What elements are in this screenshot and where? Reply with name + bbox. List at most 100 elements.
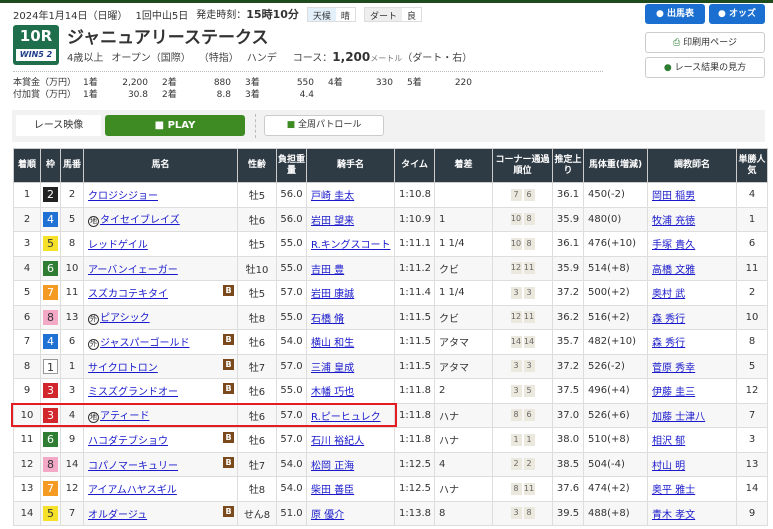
- horse-link[interactable]: サイクロトロン: [88, 362, 158, 374]
- horse-link[interactable]: タイセイブレイズ: [100, 215, 180, 227]
- jockey-link[interactable]: 松岡 正海: [311, 460, 355, 472]
- prize-amount: 4.4: [299, 90, 314, 100]
- popularity: 2: [736, 280, 768, 306]
- popularity: 13: [736, 451, 768, 477]
- odds-button[interactable]: ● オッズ: [709, 4, 765, 24]
- play-button[interactable]: ■ PLAY: [105, 115, 245, 136]
- horse-link[interactable]: アティード: [100, 411, 150, 423]
- jockey-link[interactable]: R.ピーヒュレク: [311, 411, 381, 423]
- prize-place: 1着: [83, 90, 98, 100]
- last-3f: 38.5: [552, 451, 584, 477]
- jockey-link[interactable]: 柴田 善臣: [311, 485, 355, 497]
- horse-link[interactable]: アーバンイェーガー: [88, 264, 178, 276]
- body-weight: 516(+2): [583, 304, 648, 330]
- jockey-link[interactable]: 岩田 望来: [311, 215, 355, 227]
- trainer-link[interactable]: 奥平 雅士: [652, 485, 696, 497]
- trainer-link[interactable]: 加藤 士津八: [652, 411, 706, 423]
- horse-link[interactable]: ジャスパーゴールド: [100, 337, 190, 349]
- horse-link[interactable]: オルダージュ: [88, 509, 148, 521]
- trainer-link[interactable]: 相沢 郁: [652, 436, 686, 448]
- jockey-link[interactable]: 吉田 豊: [311, 264, 345, 276]
- body-weight: 500(+2): [583, 280, 648, 306]
- sex-age: せん8: [237, 500, 277, 526]
- finish-time: 1:11.5: [394, 353, 435, 379]
- weight-carried: 57.0: [276, 280, 307, 306]
- patrol-button[interactable]: ■ 全周パトロール: [264, 115, 384, 136]
- top-bar: [0, 0, 773, 3]
- track-chip: ダート良: [363, 6, 422, 22]
- sex-age: 牡5: [237, 280, 277, 306]
- horse-cell: ミスズグランドオー B: [83, 378, 238, 404]
- trainer-link[interactable]: 菅原 秀幸: [652, 362, 696, 374]
- jockey-link[interactable]: 木幡 巧也: [311, 387, 355, 399]
- blinker-icon: B: [223, 383, 234, 395]
- jockey-link[interactable]: 横山 和生: [311, 338, 355, 350]
- popularity: 4: [736, 182, 768, 208]
- body-weight: 488(+8): [583, 500, 648, 526]
- trainer-link[interactable]: 村山 明: [652, 460, 686, 472]
- distance: 1,200: [332, 50, 371, 64]
- horse-link[interactable]: ハコダテブショウ: [88, 436, 168, 448]
- jockey-link[interactable]: 石川 裕紀人: [311, 436, 365, 448]
- trainer-link[interactable]: 青木 孝文: [652, 509, 696, 521]
- jockey-link[interactable]: 戸崎 圭太: [311, 191, 355, 203]
- frame-cell: 8: [40, 304, 61, 330]
- print-button[interactable]: ⎙ 印刷用ページ: [645, 32, 765, 53]
- trainer-link[interactable]: 伊藤 圭三: [652, 387, 696, 399]
- trainer-link[interactable]: 高橋 文雅: [652, 264, 696, 276]
- horse-link[interactable]: レッドゲイル: [88, 240, 148, 252]
- divider: [13, 71, 603, 72]
- finish-position: 9: [13, 378, 41, 404]
- jockey-link[interactable]: 岩田 康誠: [311, 289, 355, 301]
- horse-link[interactable]: スズカコテキタイ: [88, 289, 168, 301]
- shutuba-button[interactable]: ● 出馬表: [645, 4, 705, 24]
- finish-position: 14: [13, 500, 41, 526]
- trainer-link[interactable]: 牧浦 充徳: [652, 215, 696, 227]
- finish-position: 13: [13, 476, 41, 502]
- jockey-cell: 石川 裕紀人: [306, 427, 395, 453]
- trainer-link[interactable]: 岡田 稲男: [652, 191, 696, 203]
- popularity: 8: [736, 329, 768, 355]
- horse-number: 3: [60, 378, 84, 404]
- jockey-cell: 三浦 皇成: [306, 353, 395, 379]
- play-label: PLAY: [167, 120, 196, 131]
- jockey-link[interactable]: 三浦 皇成: [311, 362, 355, 374]
- jockey-link[interactable]: 石橋 脩: [311, 313, 345, 325]
- trainer-link[interactable]: 森 秀行: [652, 313, 686, 325]
- weight-carried: 57.0: [276, 353, 307, 379]
- last-3f: 37.2: [552, 280, 584, 306]
- trainer-link[interactable]: 手塚 貴久: [652, 240, 696, 252]
- horse-link[interactable]: ピアシック: [100, 313, 150, 325]
- frame-cell: 7: [40, 476, 61, 502]
- sex-age: 牡5: [237, 182, 277, 208]
- horse-link[interactable]: クロジシジョー: [88, 191, 158, 203]
- last-3f: 37.2: [552, 353, 584, 379]
- column-header: 枠: [40, 148, 61, 183]
- weight-carried: 55.0: [276, 255, 307, 281]
- column-header: タイム: [394, 148, 435, 183]
- trainer-link[interactable]: 奥村 武: [652, 289, 686, 301]
- trainer-link[interactable]: 森 秀行: [652, 338, 686, 350]
- horse-cell: 外ピアシック: [83, 304, 238, 330]
- horse-link[interactable]: ミスズグランドオー: [88, 387, 178, 399]
- table-row: 6 8 13 外ピアシック 牡8 55.0 石橋 脩 1:11.5 クビ 12 1…: [13, 304, 768, 330]
- corner-1: 1: [510, 433, 522, 446]
- frame-cell: 6: [40, 255, 61, 281]
- horse-number: 14: [60, 451, 84, 477]
- horse-link[interactable]: コパノマーキュリー: [88, 460, 178, 472]
- trainer-cell: 岡田 稲男: [647, 182, 737, 208]
- margin: 4: [434, 451, 493, 477]
- sex-age: 牡6: [237, 206, 277, 232]
- horse-link[interactable]: アイアムハヤスギル: [88, 485, 177, 497]
- frame-cell: 5: [40, 231, 61, 257]
- jockey-link[interactable]: R.キングスコート: [311, 240, 391, 252]
- trainer-cell: 森 秀行: [647, 304, 737, 330]
- weight-carried: 56.0: [276, 182, 307, 208]
- jockey-cell: 石橋 脩: [306, 304, 395, 330]
- horse-number: 12: [60, 476, 84, 502]
- jockey-link[interactable]: 原 優介: [311, 509, 345, 521]
- horse-number: 6: [60, 329, 84, 355]
- guide-button[interactable]: ● レース結果の見方: [645, 57, 765, 78]
